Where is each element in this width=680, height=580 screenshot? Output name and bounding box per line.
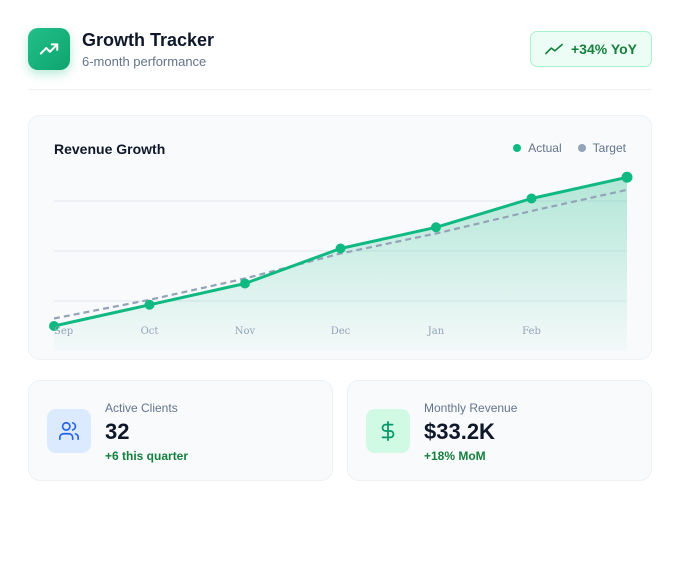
active-clients-card: Active Clients 32 +6 this quarter [28, 380, 333, 481]
actual-point-2[interactable] [240, 278, 250, 289]
yoy-badge-label: +34% YoY [570, 41, 638, 57]
active-clients-delta: +6 this quarter [105, 449, 189, 463]
monthly-revenue-card: Monthly Revenue $33.2K +18% MoM [347, 380, 652, 481]
active-clients-label: Active Clients [105, 401, 178, 415]
legend-target[interactable]: Target [577, 141, 626, 155]
revenue-chart-card: Sep Oct Nov Dec Jan Feb Revenue Growth Actual… [28, 115, 652, 360]
legend-target-swatch [577, 144, 586, 152]
yoy-badge: +34% YoY [530, 31, 652, 67]
x-tick-dec: Dec [331, 326, 351, 337]
monthly-revenue-value: $33.2K [424, 419, 495, 444]
monthly-revenue-label: Monthly Revenue [424, 401, 518, 415]
actual-point-3[interactable] [335, 243, 346, 254]
actual-point-6[interactable] [621, 171, 633, 183]
dollar-icon [366, 409, 410, 453]
actual-area [54, 177, 627, 351]
chart-title: Revenue Growth [54, 141, 166, 157]
legend-actual-label: Actual [528, 141, 562, 155]
header: Growth Tracker 6-month performance +34% … [28, 28, 652, 90]
x-tick-sep: Sep [54, 326, 73, 337]
chart-legend: Actual Target [513, 141, 626, 155]
legend-target-label: Target [592, 141, 626, 155]
revenue-chart: Sep Oct Nov Dec Jan Feb [49, 171, 633, 351]
page-subtitle: 6-month performance [82, 54, 207, 69]
x-tick-oct: Oct [141, 326, 159, 337]
actual-point-0[interactable] [49, 321, 59, 331]
active-clients-value: 32 [105, 419, 130, 444]
users-icon [47, 409, 91, 453]
monthly-revenue-delta: +18% MoM [424, 449, 486, 463]
x-tick-nov: Nov [235, 326, 256, 337]
trend-line-icon [545, 43, 563, 55]
x-tick-feb: Feb [522, 326, 541, 337]
legend-actual-swatch [513, 144, 522, 152]
page-title: Growth Tracker [82, 30, 215, 50]
x-tick-jan: Jan [427, 326, 445, 337]
actual-point-1[interactable] [144, 299, 155, 310]
actual-point-4[interactable] [431, 222, 441, 233]
actual-point-5[interactable] [526, 193, 537, 204]
trending-up-icon [28, 28, 70, 70]
legend-actual[interactable]: Actual [513, 141, 562, 155]
